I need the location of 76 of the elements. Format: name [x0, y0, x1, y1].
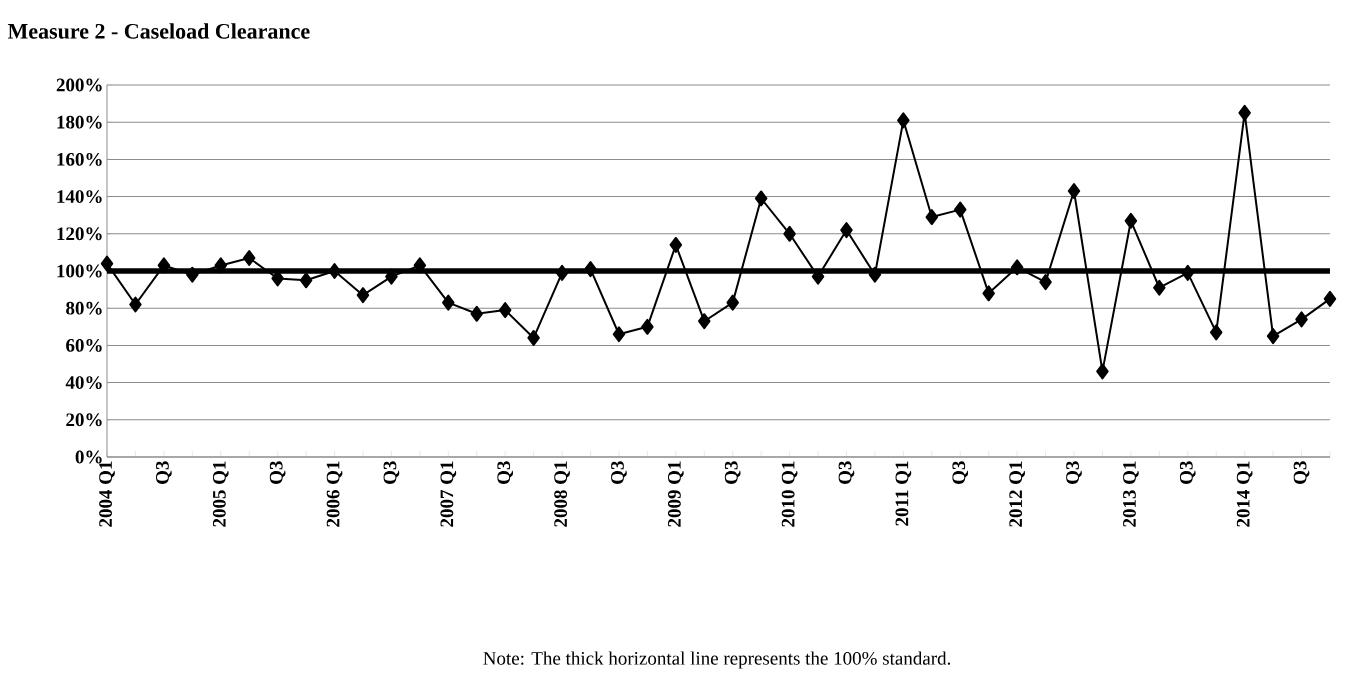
y-tick-label: 120%: [57, 227, 102, 241]
point: [726, 294, 739, 311]
x-tick-label: 2011 Q1: [895, 461, 912, 526]
x-tick-label: 2012 Q1: [1009, 461, 1025, 527]
y-tick-label: 140%: [57, 190, 102, 204]
point: [498, 302, 512, 319]
x-tick-label: Q3: [383, 461, 400, 484]
chart-title: Measure 2 - Caseload Clearance: [7, 23, 310, 39]
point: [1010, 259, 1024, 276]
point: [783, 225, 796, 242]
point: [1238, 104, 1251, 121]
point: [641, 318, 654, 335]
x-tick-label: Q3: [952, 461, 969, 484]
point: [157, 257, 171, 274]
point: [299, 272, 313, 289]
x-tick-label: Q3: [156, 461, 172, 484]
point: [1067, 183, 1081, 200]
x-tick-label: 2008 Q1: [554, 461, 570, 527]
point: [840, 222, 853, 239]
x-tick-label: Q3: [838, 461, 855, 484]
point: [356, 287, 370, 304]
point: [186, 266, 199, 283]
x-tick-label: Q3: [1179, 461, 1196, 484]
point: [953, 201, 967, 218]
point: [897, 112, 910, 129]
x-tick-label: Q3: [1066, 461, 1082, 484]
point: [754, 190, 768, 207]
x-tick-label: 2009 Q1: [667, 461, 684, 527]
point: [1153, 279, 1166, 296]
x-tick-label: Q3: [497, 461, 513, 484]
point: [1266, 328, 1280, 345]
x-tick-label: 2007 Q1: [440, 461, 457, 527]
x-tick-label: 2006 Q1: [326, 461, 343, 527]
y-tick-label: 40%: [65, 376, 102, 390]
y-tick-label: 160%: [57, 152, 102, 166]
point: [868, 266, 882, 283]
point: [1096, 363, 1109, 380]
y-tick-label: 180%: [57, 115, 102, 129]
x-tick-label: Q3: [269, 461, 286, 484]
point: [1124, 212, 1138, 229]
point: [470, 305, 483, 322]
point: [527, 329, 540, 346]
point: [442, 294, 455, 311]
point: [1039, 274, 1052, 291]
point: [925, 209, 939, 226]
point: [100, 255, 114, 272]
point: [242, 249, 256, 266]
point: [129, 296, 142, 313]
x-tick-label: 2014 Q1: [1236, 461, 1253, 527]
y-tick-label: 60%: [66, 338, 102, 352]
point: [1323, 290, 1337, 307]
point: [982, 285, 995, 302]
point: [385, 268, 398, 285]
point: [1209, 324, 1223, 341]
point: [669, 236, 683, 253]
y-tick-label: 200%: [56, 78, 102, 92]
x-tick-label: Q3: [724, 461, 741, 484]
text: Note: The thick horizontal line represents the 100% standard.: [483, 651, 951, 669]
point: [328, 263, 341, 279]
point: [811, 268, 825, 285]
point: [413, 257, 427, 274]
point: [584, 261, 597, 278]
y-tick-label: 80%: [66, 301, 102, 315]
point: [1295, 311, 1308, 328]
point: [555, 264, 569, 281]
point: [214, 257, 228, 274]
point: [1181, 264, 1195, 281]
x-tick-label: Q3: [1293, 461, 1310, 484]
point: [698, 313, 711, 330]
x-tick-label: 2010 Q1: [781, 461, 798, 527]
x-tick-label: Q3: [611, 461, 627, 484]
x-tick-label: 2005 Q1: [212, 461, 229, 527]
x-tick-label: 2013 Q1: [1123, 461, 1139, 527]
point: [612, 326, 626, 343]
y-tick-label: 100%: [57, 264, 102, 278]
y-tick-label: 20%: [66, 413, 102, 427]
